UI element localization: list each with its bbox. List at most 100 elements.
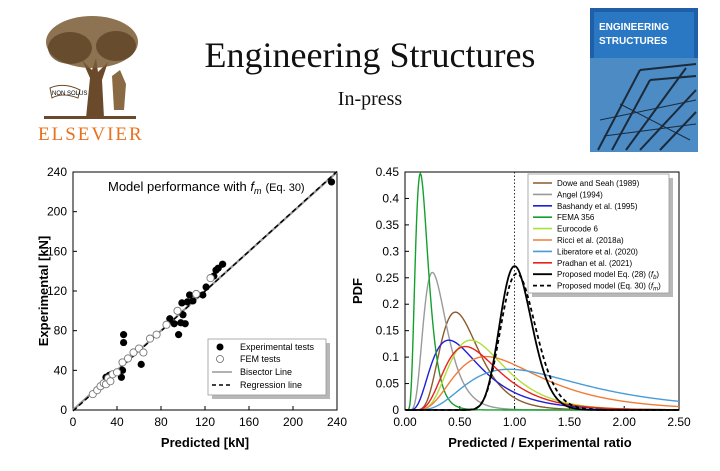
legend-label-bisector: Bisector Line xyxy=(240,367,292,377)
pdf-x-tick-label: 1.50 xyxy=(558,415,582,429)
pdf-y-tick-label: 0.4 xyxy=(382,191,399,205)
fem-point xyxy=(112,368,122,377)
fem-point xyxy=(145,334,155,343)
scatter-y-tick-label: 40 xyxy=(54,363,68,377)
pdf-x-tick-label: 2.50 xyxy=(667,415,691,429)
experimental-point xyxy=(120,338,128,347)
pdf-y-tick-label: 0.1 xyxy=(382,350,399,364)
pdf-y-tick-label: 0.45 xyxy=(376,165,400,179)
pdf-chart: 0.00 0.50 1.00 1.50 2.00 2.50 0 0.05 0.1 0.15 0.2 0… xyxy=(350,165,691,450)
experimental-point xyxy=(327,178,336,186)
scatter-x-tick-label: 240 xyxy=(327,415,347,429)
pdf-legend-label: Bashandy et al. (1995) xyxy=(557,202,638,211)
scatter-x-tick-label: 80 xyxy=(154,415,168,429)
scatter-x-tick-label: 120 xyxy=(195,415,215,429)
pdf-legend-label: Proposed model Eq. (28) (fb) xyxy=(557,270,659,281)
pdf-y-tick-label: 0.15 xyxy=(376,324,400,338)
elsevier-tree-logo: NON SOLUS xyxy=(40,16,138,122)
fem-point xyxy=(123,354,133,363)
pdf-curve xyxy=(405,272,679,411)
scatter-annotation: Model performance with fm (Eq. 30) xyxy=(108,179,305,196)
pdf-y-tick-label: 0.3 xyxy=(382,244,399,258)
pdf-y-axis-label: PDF xyxy=(350,278,365,304)
fem-point xyxy=(206,274,215,283)
scatter-y-axis-label: Experimental [kN] xyxy=(36,236,51,347)
scatter-y-tick-label: 200 xyxy=(47,205,67,219)
pdf-y-tick-label: 0.05 xyxy=(376,377,400,391)
fem-point xyxy=(139,348,148,357)
experimental-point xyxy=(199,291,207,299)
press-status: In-press xyxy=(337,88,403,110)
legend-label-experimental: Experimental tests xyxy=(240,342,315,352)
pdf-legend-label: Dowe and Seah (1989) xyxy=(557,179,640,188)
scatter-x-tick-label: 40 xyxy=(110,415,124,429)
pdf-legend-label: Liberatore et al. (2020) xyxy=(557,247,638,256)
experimental-point xyxy=(183,298,191,306)
scatter-y-tick-label: 80 xyxy=(54,324,68,338)
pdf-legend-label: FEMA 356 xyxy=(557,213,595,222)
cover-title-line1: ENGINEERING xyxy=(599,22,669,33)
scatter-annotation-suffix: (Eq. 30) xyxy=(265,182,304,194)
journal-cover: ENGINEERING STRUCTURES xyxy=(590,8,698,152)
fem-point xyxy=(192,289,201,299)
legend-label-regression: Regression line xyxy=(240,380,302,390)
pdf-legend: Dowe and Seah (1989) Angel (1994) Bashandy… xyxy=(527,173,673,297)
fem-point xyxy=(129,348,138,357)
pdf-x-axis-label: Predicted / Experimental ratio xyxy=(448,435,632,450)
pdf-y-tick-label: 0.35 xyxy=(376,218,400,232)
scatter-x-tick-label: 160 xyxy=(239,415,259,429)
experimental-point xyxy=(189,297,197,305)
fem-point xyxy=(118,358,127,367)
scatter-x-tick-label: 200 xyxy=(283,415,303,429)
pdf-legend-label: Eurocode 6 xyxy=(557,225,598,234)
scatter-annotation-prefix: Model performance with xyxy=(108,179,250,194)
fem-point xyxy=(106,377,115,386)
experimental-point xyxy=(117,373,125,381)
scatter-chart: 0 40 80 120 160 200 240 0 40 80 120 160 200 240 Model… xyxy=(36,165,347,450)
cover-title-line2: STRUCTURES xyxy=(599,36,668,47)
pdf-curve xyxy=(405,355,680,411)
scatter-y-tick-label: 240 xyxy=(47,165,67,179)
scatter-legend: Experimental tests FEM tests Bisector Li… xyxy=(207,338,330,399)
pdf-x-tick-label: 1.00 xyxy=(503,415,527,429)
fem-point xyxy=(152,330,161,339)
scatter-annotation-sub: m xyxy=(254,186,262,196)
pdf-legend-label: Angel (1994) xyxy=(557,190,603,199)
scatter-x-axis-label: Predicted [kN] xyxy=(161,435,249,450)
experimental-point xyxy=(219,260,227,268)
elsevier-wordmark: ELSEVIER xyxy=(38,124,144,145)
legend-marker-experimental xyxy=(216,343,224,351)
pdf-y-tick-label: 0.25 xyxy=(376,271,400,285)
pdf-curves xyxy=(405,172,680,411)
experimental-point xyxy=(186,291,194,299)
pdf-curve xyxy=(405,368,680,411)
pdf-legend-label: Pradhan et al. (2021) xyxy=(557,259,632,268)
experimental-point xyxy=(137,360,145,368)
pdf-x-tick-label: 2.00 xyxy=(613,415,637,429)
scatter-y-tick-label: 160 xyxy=(47,244,67,258)
journal-title: Engineering Structures xyxy=(204,35,536,75)
pdf-x-tick-label: 0.00 xyxy=(393,415,417,429)
experimental-point xyxy=(202,283,210,291)
legend-marker-fem xyxy=(216,355,224,363)
pdf-ticks: 0.00 0.50 1.00 1.50 2.00 2.50 0 0.05 0.1 0.15 0.2 0… xyxy=(376,165,691,429)
experimental-point xyxy=(175,331,183,339)
experimental-point xyxy=(178,299,186,307)
fem-point xyxy=(173,306,182,315)
scatter-y-tick-label: 0 xyxy=(60,403,67,417)
pdf-legend-label: Ricci et al. (2018a) xyxy=(557,236,624,245)
pdf-y-tick-label: 0.2 xyxy=(382,297,399,311)
fem-point xyxy=(162,320,171,329)
scatter-x-tick-label: 0 xyxy=(70,415,77,429)
experimental-point xyxy=(179,311,187,319)
experimental-point xyxy=(120,331,128,339)
pdf-x-tick-label: 0.50 xyxy=(448,415,472,429)
pdf-legend-label: Proposed model (Eq. 30) (fm) xyxy=(557,282,661,293)
scatter-points xyxy=(88,178,336,399)
pdf-y-tick-label: 0 xyxy=(392,403,399,417)
scatter-y-tick-label: 120 xyxy=(47,284,67,298)
experimental-point xyxy=(170,320,178,328)
experimental-point xyxy=(166,315,174,323)
scatter-ticks: 0 40 80 120 160 200 240 0 40 80 120 160 200 240 xyxy=(47,165,347,429)
